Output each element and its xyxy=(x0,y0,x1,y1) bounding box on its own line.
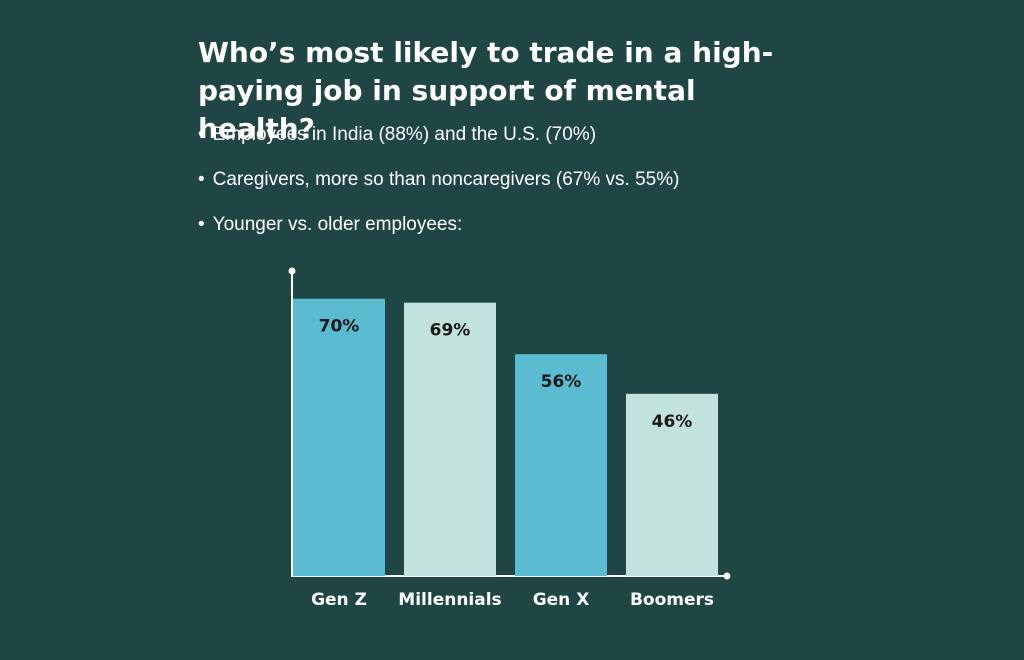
value-label: 46% xyxy=(652,412,693,432)
value-label: 56% xyxy=(541,372,582,392)
bar xyxy=(626,393,718,576)
axis-end xyxy=(723,572,731,580)
chart-title: Who’s most likely to trade in a high-pay… xyxy=(198,36,774,145)
note: Caregivers, more so than noncaregivers (… xyxy=(198,169,680,214)
value-label: 70% xyxy=(319,317,360,337)
x-tick-label: Millennials xyxy=(398,590,501,610)
axis-end xyxy=(288,267,296,275)
note: Younger vs. older employees: xyxy=(198,214,679,259)
notes: Employees in India (88%) and the U.S. (7… xyxy=(198,124,680,259)
value-label: 69% xyxy=(430,321,471,341)
x-tick-label: Boomers xyxy=(630,590,714,610)
bar xyxy=(293,298,385,576)
note: Employees in India (88%) and the U.S. (7… xyxy=(198,124,679,169)
x-tick-label: Gen Z xyxy=(311,590,367,610)
bar xyxy=(404,302,496,576)
x-tick-label: Gen X xyxy=(533,590,590,610)
bar xyxy=(515,354,607,576)
